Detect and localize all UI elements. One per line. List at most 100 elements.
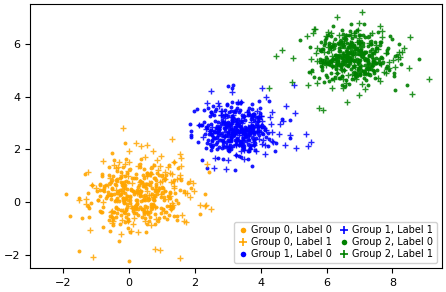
Point: [262, 152, 269, 156]
Point: [225, 139, 232, 143]
Point: [146, 182, 153, 187]
Point: [150, 195, 157, 199]
Point: [341, 55, 348, 60]
Point: [97, 210, 104, 215]
Point: [105, 172, 112, 177]
Point: [151, 197, 158, 202]
Point: [144, 198, 151, 202]
Point: [351, 65, 358, 69]
Point: [82, 197, 89, 202]
Point: [378, 55, 385, 60]
Point: [351, 43, 358, 48]
Point: [123, 187, 130, 192]
Point: [331, 75, 339, 79]
Point: [124, 217, 132, 221]
Point: [220, 139, 227, 144]
Point: [258, 142, 265, 146]
Point: [356, 41, 363, 46]
Point: [142, 195, 149, 199]
Point: [245, 142, 252, 146]
Point: [349, 36, 356, 40]
Point: [291, 111, 298, 116]
Point: [148, 192, 155, 197]
Point: [151, 212, 158, 217]
Point: [158, 194, 165, 199]
Point: [354, 46, 361, 51]
Point: [248, 142, 255, 147]
Point: [225, 129, 232, 134]
Point: [355, 67, 362, 72]
Point: [238, 126, 245, 131]
Point: [357, 63, 364, 67]
Point: [160, 215, 167, 220]
Point: [127, 229, 134, 234]
Point: [327, 59, 334, 63]
Point: [205, 132, 212, 136]
Point: [124, 194, 131, 199]
Point: [132, 172, 140, 177]
Point: [125, 149, 132, 154]
Point: [175, 201, 182, 206]
Point: [330, 77, 337, 81]
Point: [338, 73, 345, 78]
Point: [315, 106, 322, 111]
Point: [388, 37, 395, 42]
Point: [238, 143, 245, 148]
Point: [289, 56, 296, 60]
Point: [361, 75, 368, 80]
Point: [356, 73, 363, 78]
Point: [234, 106, 241, 110]
Point: [147, 207, 154, 211]
Point: [229, 100, 236, 104]
Point: [166, 195, 173, 200]
Point: [346, 56, 353, 61]
Point: [178, 155, 185, 160]
Point: [222, 167, 229, 172]
Point: [339, 51, 347, 55]
Point: [339, 60, 346, 65]
Point: [238, 142, 245, 146]
Point: [372, 61, 380, 65]
Point: [212, 142, 219, 147]
Point: [141, 219, 149, 223]
Point: [120, 208, 127, 213]
Point: [349, 55, 356, 60]
Point: [202, 191, 209, 196]
Point: [351, 52, 358, 57]
Point: [322, 62, 329, 67]
Point: [149, 164, 156, 168]
Point: [316, 57, 323, 61]
Point: [187, 129, 194, 133]
Point: [103, 196, 110, 200]
Point: [178, 213, 186, 218]
Point: [140, 212, 148, 217]
Point: [401, 46, 408, 50]
Point: [332, 62, 339, 67]
Point: [99, 159, 106, 163]
Point: [136, 204, 144, 209]
Point: [393, 53, 401, 57]
Point: [384, 51, 391, 55]
Point: [151, 189, 158, 193]
Point: [268, 139, 276, 143]
Point: [354, 70, 361, 75]
Point: [322, 33, 330, 38]
Point: [122, 186, 129, 190]
Point: [212, 109, 219, 114]
Point: [168, 204, 175, 209]
Point: [230, 126, 237, 131]
Point: [218, 118, 225, 122]
Point: [153, 192, 161, 196]
Point: [235, 110, 242, 114]
Point: [194, 107, 201, 112]
Point: [266, 137, 273, 142]
Point: [178, 178, 185, 183]
Point: [314, 81, 321, 86]
Point: [150, 176, 157, 180]
Point: [121, 174, 128, 178]
Point: [255, 119, 262, 123]
Point: [367, 48, 374, 53]
Point: [238, 121, 245, 126]
Point: [106, 218, 113, 222]
Point: [222, 116, 229, 120]
